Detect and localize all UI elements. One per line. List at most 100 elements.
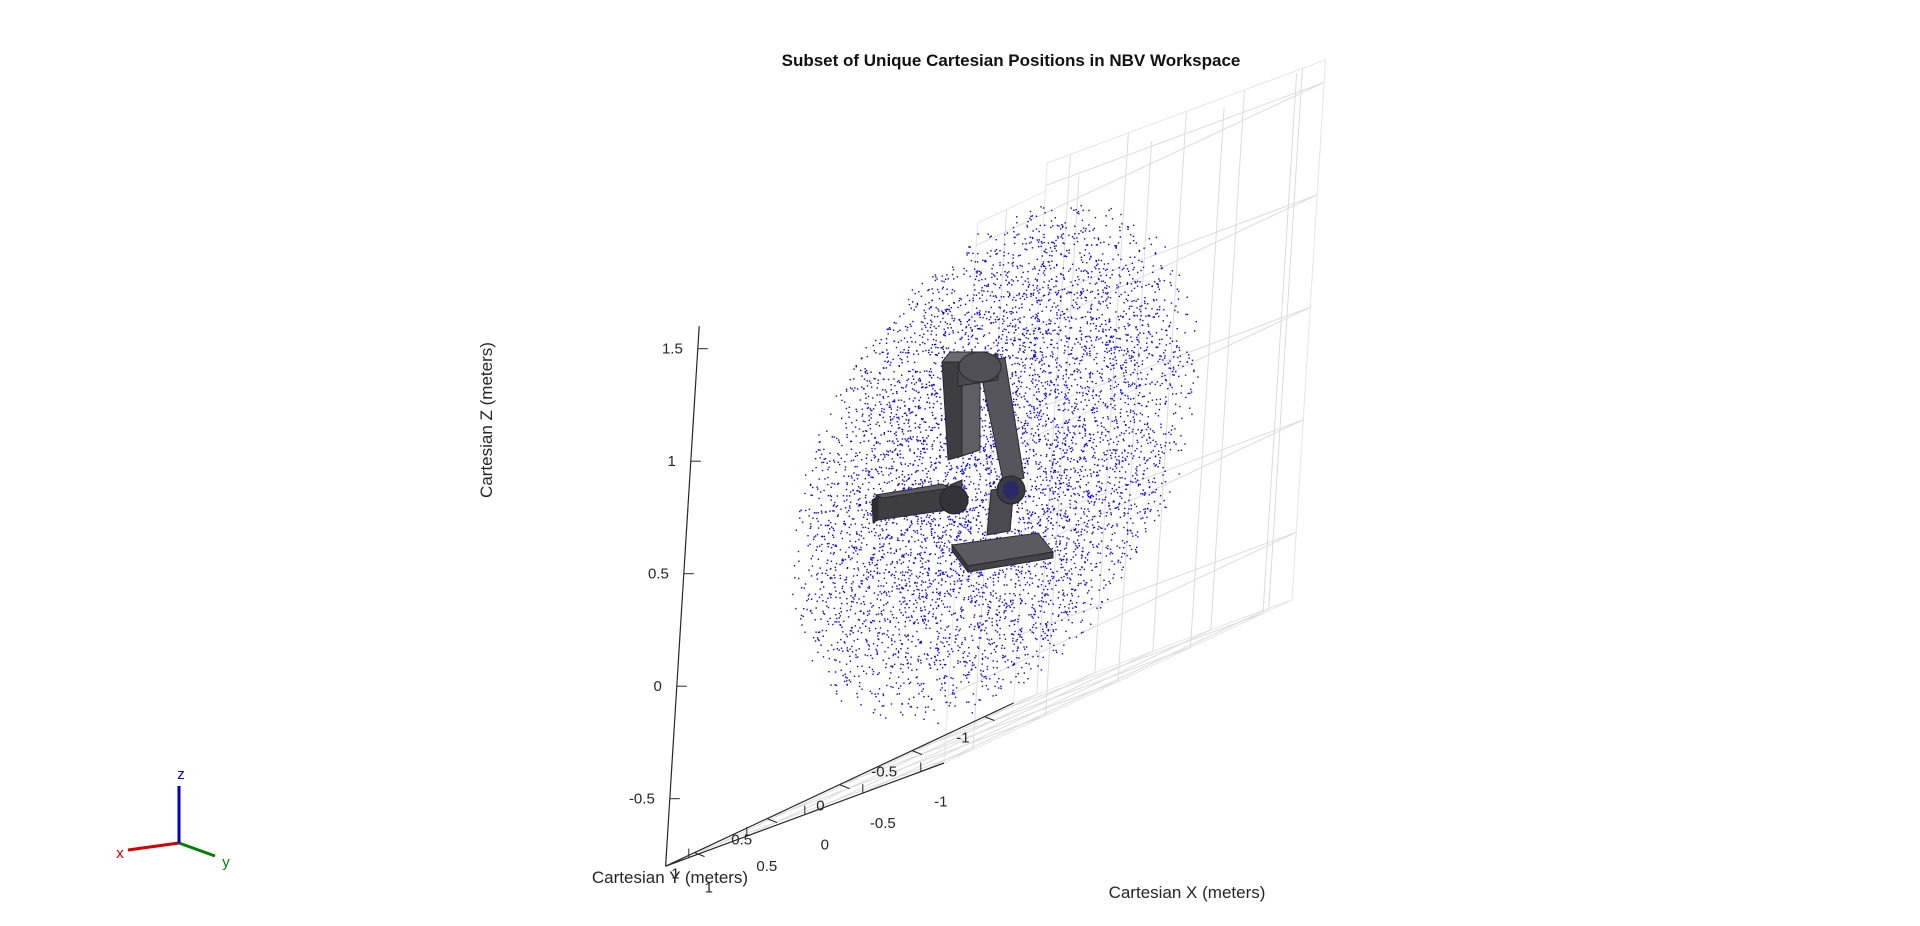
data-point — [1059, 448, 1061, 450]
data-point — [968, 673, 970, 676]
data-point — [1077, 419, 1079, 422]
data-point — [809, 484, 812, 486]
data-point — [1012, 650, 1014, 652]
data-point — [890, 685, 892, 688]
data-point — [1017, 318, 1019, 321]
data-point — [1014, 306, 1017, 308]
data-point — [905, 516, 908, 518]
data-point — [941, 579, 943, 582]
data-point — [1046, 383, 1049, 385]
data-point — [1116, 287, 1118, 289]
data-point — [1071, 317, 1073, 319]
data-point — [1034, 278, 1037, 280]
data-point — [859, 451, 861, 454]
data-point — [1120, 432, 1123, 434]
data-point — [997, 342, 999, 344]
data-point — [1100, 377, 1103, 379]
data-point — [1169, 321, 1172, 324]
data-point — [969, 531, 972, 533]
data-point — [872, 476, 874, 479]
data-point — [800, 614, 803, 617]
data-point — [946, 606, 949, 608]
data-point — [889, 621, 891, 623]
data-point — [873, 528, 875, 530]
data-point — [879, 373, 881, 375]
data-point — [1133, 314, 1135, 317]
data-point — [997, 350, 999, 352]
data-point — [900, 399, 903, 401]
data-point — [1127, 350, 1129, 352]
data-point — [1038, 239, 1040, 241]
data-point — [967, 335, 970, 337]
data-point — [894, 449, 896, 451]
data-point — [868, 613, 870, 615]
data-point — [1086, 340, 1088, 343]
data-point — [1113, 420, 1116, 422]
data-point — [856, 547, 858, 550]
data-point — [905, 440, 907, 442]
data-point — [917, 622, 919, 624]
data-point — [1020, 421, 1022, 423]
data-point — [953, 349, 955, 351]
data-point — [1105, 435, 1107, 437]
data-point — [1040, 418, 1042, 420]
data-point — [959, 587, 962, 589]
data-point — [1039, 351, 1042, 353]
data-point — [1035, 316, 1037, 318]
data-point — [1078, 417, 1080, 419]
data-point — [899, 357, 901, 360]
data-point — [886, 453, 888, 456]
data-point — [823, 458, 825, 460]
data-point — [1010, 568, 1012, 570]
data-point — [1051, 306, 1053, 308]
data-point — [1052, 509, 1055, 511]
data-point — [1015, 324, 1017, 326]
data-point — [1102, 253, 1104, 255]
data-point — [820, 504, 823, 506]
data-point — [1083, 580, 1085, 582]
data-point — [1138, 250, 1141, 253]
data-point — [1048, 364, 1050, 367]
data-point — [982, 603, 984, 605]
data-point — [924, 619, 927, 621]
data-point — [1057, 409, 1060, 411]
data-point — [840, 532, 842, 535]
data-point — [990, 316, 992, 318]
data-point — [1049, 562, 1051, 564]
data-point — [897, 651, 900, 654]
data-point — [907, 349, 909, 352]
data-point — [1076, 303, 1078, 306]
data-point — [907, 678, 909, 680]
data-point — [913, 593, 915, 595]
data-point — [1080, 339, 1083, 341]
data-point — [851, 388, 853, 390]
data-point — [1056, 424, 1058, 426]
data-point — [877, 458, 880, 461]
data-point — [1043, 341, 1045, 344]
data-point — [1132, 535, 1134, 537]
data-point — [1159, 398, 1162, 400]
data-point — [1056, 347, 1059, 349]
data-point — [890, 389, 892, 391]
data-point — [987, 456, 989, 458]
data-point — [1042, 628, 1044, 630]
data-point — [1146, 439, 1148, 441]
data-point — [922, 558, 924, 560]
data-point — [939, 449, 941, 451]
data-point — [957, 649, 959, 652]
data-point — [1029, 333, 1031, 335]
data-point — [1135, 282, 1137, 284]
data-point — [939, 517, 941, 520]
data-point — [805, 509, 807, 512]
data-point — [899, 381, 901, 384]
data-point — [1079, 474, 1081, 477]
data-point — [809, 483, 812, 486]
data-point — [848, 679, 851, 681]
data-point — [969, 275, 971, 278]
data-point — [1145, 307, 1147, 310]
data-point — [1066, 542, 1068, 544]
data-point — [1035, 461, 1037, 463]
data-point — [990, 469, 992, 472]
data-point — [984, 585, 987, 587]
data-point — [1013, 382, 1015, 384]
